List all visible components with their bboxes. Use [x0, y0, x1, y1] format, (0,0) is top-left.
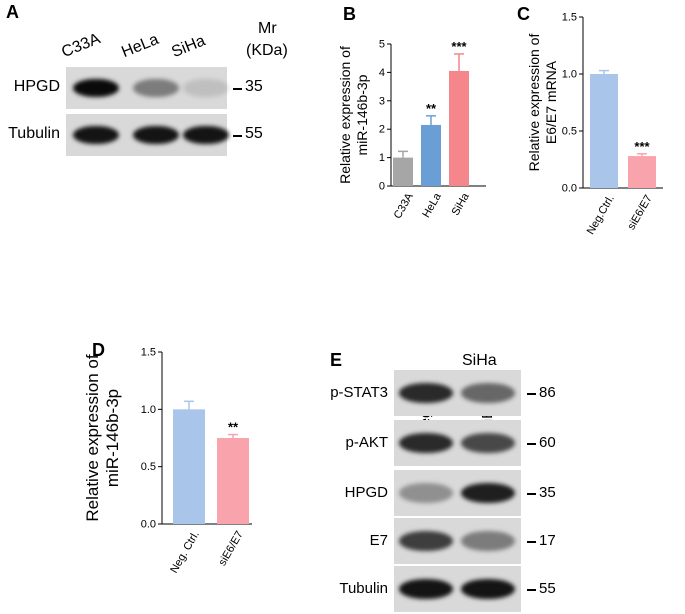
y-tick-label: 5 — [379, 39, 385, 51]
molecular-weight-label: 60 — [539, 433, 556, 451]
blot-band — [399, 578, 453, 600]
category-label: Neg. Ctrl. — [168, 529, 202, 575]
blot-band — [399, 530, 453, 552]
blot-row-label: p-AKT — [345, 433, 388, 451]
significance-mark: ** — [228, 420, 239, 435]
panel-letter: C — [517, 4, 530, 24]
molecular-weight-label: 55 — [245, 125, 263, 143]
y-tick-label: 1.0 — [562, 69, 577, 81]
bar — [449, 70, 469, 186]
significance-mark: *** — [451, 39, 467, 54]
y-axis-label: Relative expression of — [83, 354, 102, 522]
blot-row-label: HPGD — [13, 78, 60, 96]
blot-row-label: Tubulin — [339, 579, 388, 597]
blot-band — [73, 125, 119, 145]
panel-e-cell-line: SiHa — [462, 352, 497, 369]
blot-band — [133, 78, 179, 98]
panel-letter: D — [92, 340, 105, 360]
blot-band — [399, 382, 453, 404]
y-tick-label: 0 — [379, 181, 385, 193]
y-axis-label: miR-146b-3p — [103, 389, 122, 487]
y-tick-label: 0.5 — [562, 126, 577, 138]
y-tick-label: 0.5 — [141, 461, 156, 473]
bar — [590, 74, 618, 188]
blot-band — [399, 482, 453, 504]
bar — [421, 124, 441, 186]
bar — [217, 438, 249, 524]
y-tick-label: 0.0 — [562, 183, 577, 195]
blot-band — [399, 432, 453, 454]
blot-band — [461, 382, 515, 404]
y-tick-label: 1.5 — [562, 12, 577, 24]
blot-row-label: HPGD — [344, 483, 388, 501]
blot-band — [461, 578, 515, 600]
bar — [628, 156, 656, 188]
blot-row-label: E7 — [369, 531, 388, 549]
mw-dash — [233, 88, 242, 90]
mw-dash — [527, 393, 536, 395]
y-tick-label: 4 — [379, 67, 385, 79]
molecular-weight-label: 55 — [539, 579, 556, 597]
category-label: siE6/E7 — [216, 529, 245, 568]
significance-mark: ** — [426, 101, 437, 116]
mr-header-line: Mr — [258, 20, 277, 37]
molecular-weight-label: 86 — [539, 383, 556, 401]
blot-band — [461, 482, 515, 504]
blot-band — [461, 432, 515, 454]
blot-row-label: Tubulin — [8, 125, 60, 143]
y-tick-label: 0.0 — [141, 519, 156, 531]
y-tick-label: 3 — [379, 95, 385, 107]
mr-header-line: (KDa) — [246, 42, 288, 59]
significance-mark: *** — [634, 139, 650, 154]
mw-dash — [527, 493, 536, 495]
molecular-weight-label: 35 — [245, 78, 263, 96]
molecular-weight-label: 17 — [539, 531, 556, 549]
mw-dash — [527, 541, 536, 543]
blot-band — [73, 78, 119, 98]
blot-band — [461, 530, 515, 552]
y-tick-label: 1 — [379, 152, 385, 164]
y-axis-label: E6/E7 mRNA — [543, 60, 559, 144]
blot-row-label: p-STAT3 — [330, 383, 388, 401]
molecular-weight-label: 35 — [539, 483, 556, 501]
blot-band — [183, 125, 229, 145]
bar — [173, 409, 205, 524]
y-tick-label: 1.0 — [141, 404, 156, 416]
bar — [393, 157, 413, 186]
panel-letter: B — [343, 4, 356, 24]
y-axis-label: Relative expression of — [337, 46, 353, 184]
mw-dash — [527, 443, 536, 445]
mw-dash — [527, 589, 536, 591]
y-tick-label: 1.5 — [141, 347, 156, 359]
blot-band — [183, 78, 229, 98]
y-axis-label: miR-146b-3p — [354, 74, 370, 155]
blot-band — [133, 125, 179, 145]
mw-dash — [233, 135, 242, 137]
y-axis-label: Relative expression of — [526, 34, 542, 172]
y-tick-label: 2 — [379, 124, 385, 136]
panel-a-letter: A — [6, 2, 19, 22]
panel-e-letter: E — [330, 350, 343, 370]
